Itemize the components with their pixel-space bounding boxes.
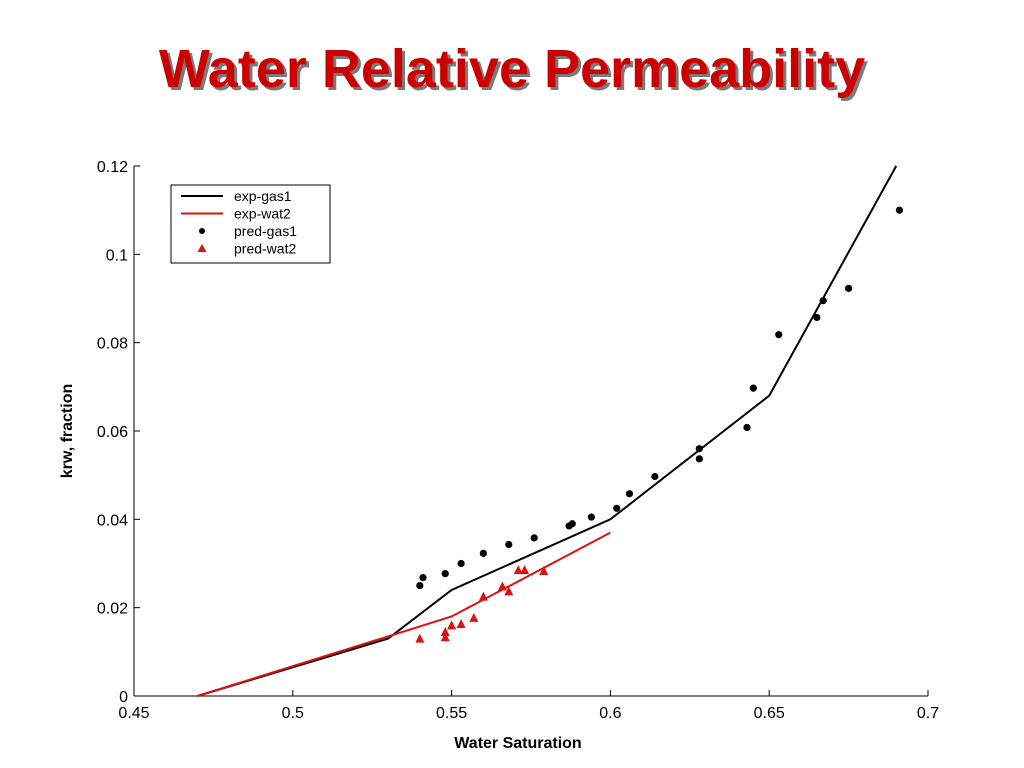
data-point — [415, 633, 425, 643]
data-point — [651, 472, 659, 481]
x-tick-label: 0.65 — [754, 705, 785, 722]
data-point — [813, 313, 821, 322]
axes: 0.45 0.5 0.55 0.6 0.65 0.7 0 0.02 0.04 0.06 0.08 0.… — [59, 159, 939, 752]
data-point — [568, 520, 576, 528]
series-line — [197, 531, 611, 697]
series-pred-wat2 — [415, 565, 549, 643]
data-point — [539, 566, 549, 576]
y-tick-label: 0.1 — [106, 247, 128, 264]
y-tick-label: 0.06 — [97, 424, 128, 441]
data-point — [478, 591, 488, 601]
y-tick-label: 0.08 — [97, 336, 128, 353]
series-layer — [197, 165, 904, 697]
data-point — [440, 626, 450, 636]
data-point — [440, 632, 450, 642]
data-point — [513, 565, 523, 575]
y-tick-label: 0.04 — [97, 512, 128, 529]
series-pred-gas1 — [416, 206, 904, 590]
data-point — [695, 455, 703, 463]
x-tick-label: 0.55 — [436, 705, 467, 722]
data-point — [845, 284, 853, 292]
y-tick-label: 0.02 — [97, 601, 128, 618]
data-point — [530, 534, 538, 542]
data-point — [775, 331, 783, 339]
data-point — [497, 581, 507, 591]
data-point — [456, 619, 466, 629]
data-point — [416, 581, 424, 590]
data-point — [469, 612, 479, 622]
data-point — [479, 549, 487, 557]
data-point — [504, 586, 514, 596]
x-tick-label: 0.45 — [118, 705, 149, 722]
x-axis-title: Water Saturation — [454, 735, 581, 752]
legend-box — [170, 184, 331, 264]
legend-label: exp-wat2 — [234, 206, 291, 222]
data-point — [441, 570, 449, 578]
x-tick-label: 0.6 — [599, 705, 621, 722]
x-tick-label: 0.7 — [917, 705, 939, 722]
data-point — [447, 620, 457, 630]
data-point — [695, 445, 703, 453]
x-tick-label: 0.5 — [282, 705, 304, 722]
legend-label: exp-gas1 — [234, 188, 292, 204]
data-point — [419, 574, 427, 582]
y-tick-label: 0.12 — [97, 159, 128, 176]
series-exp-wat2 — [197, 531, 611, 697]
legend-label: pred-wat2 — [234, 241, 296, 257]
data-point — [895, 206, 904, 214]
y-axis-title: krw, fraction — [59, 384, 76, 479]
series-line — [197, 165, 898, 697]
data-point — [625, 490, 634, 498]
page-title: Water Relative Permeability — [158, 39, 866, 99]
data-point — [520, 565, 530, 575]
data-point — [749, 384, 757, 392]
y-tick-label: 0 — [119, 689, 128, 706]
data-point — [457, 559, 465, 568]
data-point — [613, 504, 621, 512]
legend-label: pred-gas1 — [234, 223, 297, 239]
series-exp-gas1 — [197, 165, 898, 697]
data-point — [743, 423, 751, 432]
data-point — [819, 297, 827, 305]
data-point — [505, 540, 513, 549]
legend-swatch — [199, 228, 205, 234]
data-point — [587, 513, 595, 521]
legend-swatch — [197, 244, 207, 252]
